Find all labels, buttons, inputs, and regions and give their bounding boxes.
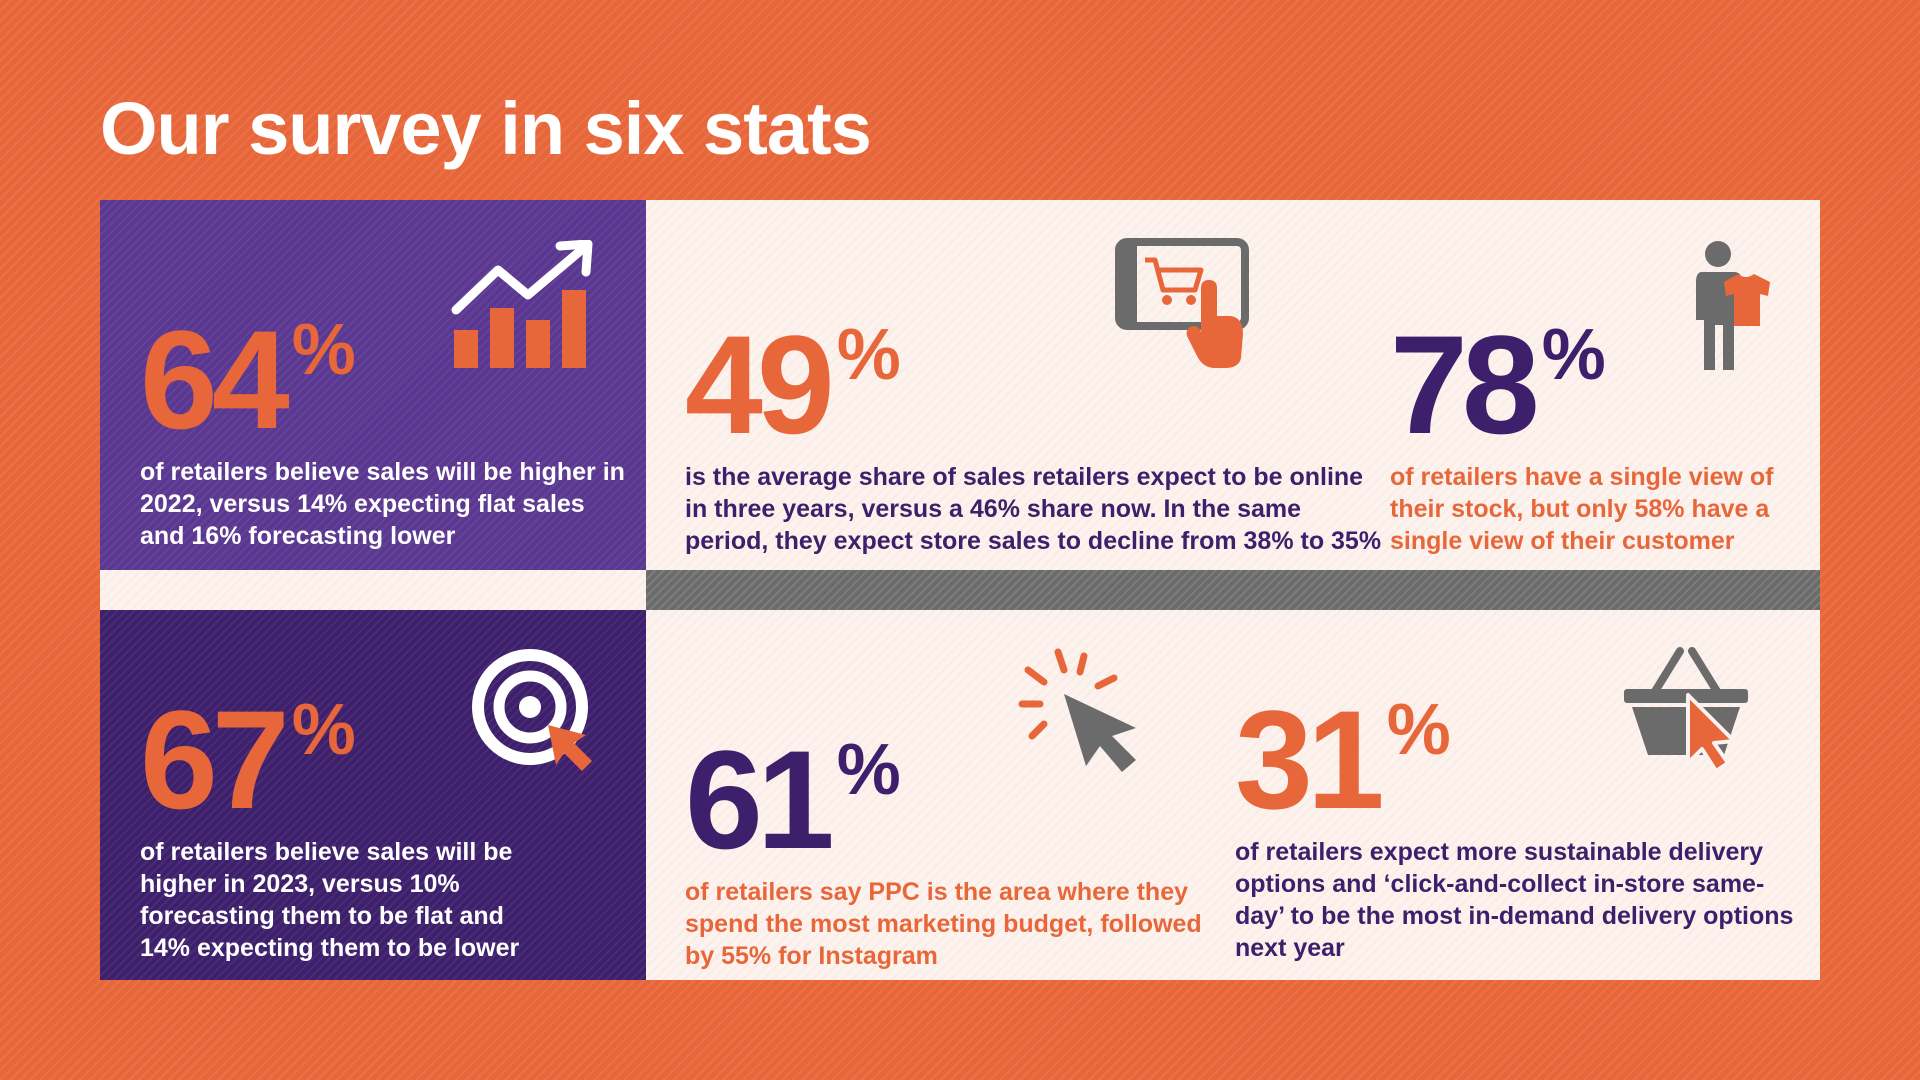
stat-number: 61: [685, 721, 835, 878]
stat-number: 78: [1390, 306, 1540, 463]
tablet-cart-icon: [1115, 238, 1249, 368]
stat-description: of retailers expect more sustainable del…: [1235, 838, 1794, 962]
click-cursor-icon: [1018, 648, 1136, 772]
stat-description: of retailers say PPC is the area where t…: [685, 878, 1202, 970]
target-cursor-icon: [472, 649, 592, 771]
stat-unit: %: [836, 315, 901, 395]
growth-chart-icon: [451, 240, 593, 368]
stat-unit: %: [291, 690, 356, 770]
stat-value: 61%: [685, 730, 1205, 870]
stat-78: 78% of retailers have a single view of t…: [1390, 315, 1810, 557]
stat-67: 67% of retailers believe sales will be h…: [140, 690, 630, 964]
stat-description: is the average share of sales retailers …: [685, 463, 1382, 555]
stat-49: 49% is the average share of sales retail…: [685, 315, 1385, 557]
stat-number: 67: [140, 681, 290, 838]
stat-value: 31%: [1235, 690, 1795, 830]
divider-grey-band: [646, 570, 1820, 610]
basket-cursor-icon: [1624, 647, 1748, 773]
divider-light: [100, 570, 646, 610]
stat-unit: %: [836, 730, 901, 810]
stat-number: 31: [1235, 681, 1385, 838]
stat-value: 49%: [685, 315, 1385, 455]
person-shirt-icon: [1696, 241, 1770, 370]
stat-panel-light-bottom: [646, 610, 1820, 980]
stat-number: 64: [140, 301, 290, 458]
stat-31: 31% of retailers expect more sustainable…: [1235, 690, 1795, 964]
stat-61: 61% of retailers say PPC is the area whe…: [685, 730, 1205, 972]
stat-panel-purple-bottom: [100, 610, 646, 980]
stat-64: 64% of retailers believe sales will be h…: [140, 310, 630, 552]
stat-description: of retailers believe sales will be highe…: [140, 838, 520, 962]
stat-value: 64%: [140, 310, 630, 450]
page-title: Our survey in six stats: [100, 87, 872, 170]
stat-description: of retailers have a single view of their…: [1390, 463, 1774, 555]
stat-unit: %: [1541, 315, 1606, 395]
stat-unit: %: [291, 310, 356, 390]
stat-number: 49: [685, 306, 835, 463]
stat-description: of retailers believe sales will be highe…: [140, 458, 625, 550]
stat-value: 78%: [1390, 315, 1810, 455]
stat-value: 67%: [140, 690, 630, 830]
stat-panel-light-top: [646, 200, 1820, 570]
stat-unit: %: [1386, 690, 1451, 770]
stat-panel-purple-top: [100, 200, 646, 570]
